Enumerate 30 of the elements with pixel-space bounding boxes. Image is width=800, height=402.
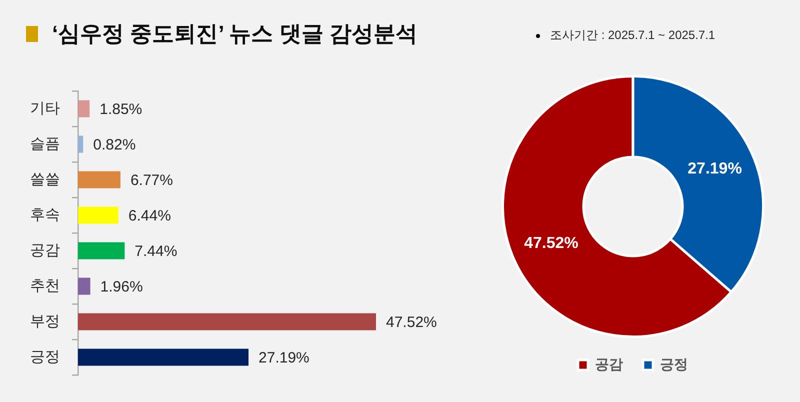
data-label: 0.82% [93, 136, 136, 154]
bar [78, 348, 249, 366]
data-label: 7.44% [134, 242, 178, 260]
bar [78, 100, 90, 118]
y-tick-label: 쓸쓸 [30, 170, 60, 188]
bar [78, 313, 376, 330]
bar [78, 136, 84, 153]
data-label: 27.19% [688, 160, 742, 178]
legend-label: 공감 [595, 356, 623, 372]
bar [78, 171, 120, 188]
data-label: 6.77% [130, 172, 173, 189]
data-label: 27.19% [258, 349, 310, 366]
bar [78, 206, 118, 224]
data-label: 1.96% [100, 278, 143, 296]
y-tick-label: 추천 [30, 277, 60, 294]
y-tick-label: 후속 [30, 206, 60, 224]
legend-label: 긍정 [660, 356, 688, 372]
y-tick-label: 긍정 [30, 348, 60, 366]
y-tick-label: 기타 [30, 100, 60, 117]
data-label: 6.44% [128, 207, 171, 224]
data-label: 47.52% [386, 314, 437, 331]
data-label: 1.85% [100, 100, 142, 118]
y-tick-label: 부정 [30, 312, 60, 330]
text: 조사기간 : 2025.7.1 ~ 2025.7.1 [550, 27, 716, 44]
y-tick-label: 슬픔 [30, 135, 60, 152]
y-tick-label: 공감 [30, 242, 60, 259]
chart-title: ‘심우정 중도퇴진’ 뉴스 댓글 감성분석 [52, 20, 418, 48]
bar [78, 278, 90, 295]
bar [78, 242, 125, 260]
data-label: 47.52% [524, 235, 578, 252]
